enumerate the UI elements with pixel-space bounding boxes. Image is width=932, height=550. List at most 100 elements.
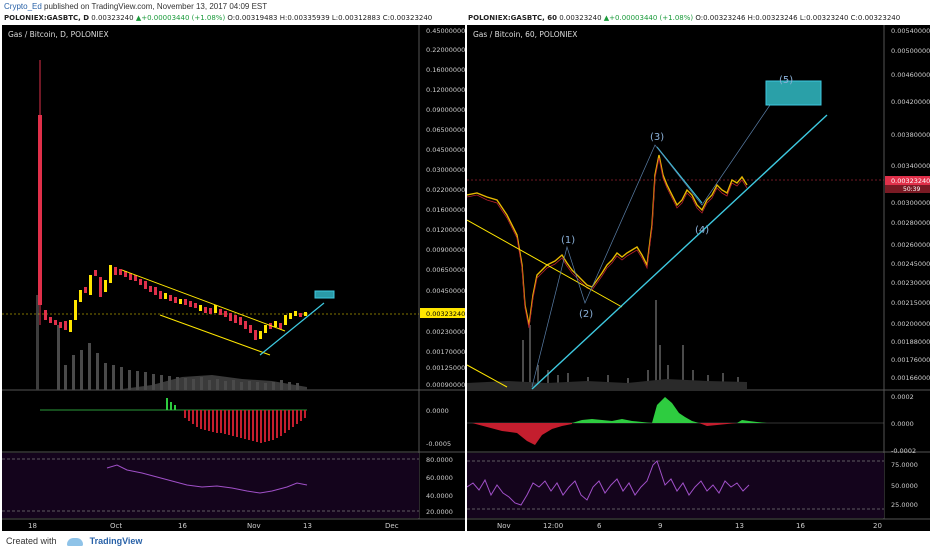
price-series-wicks xyxy=(466,157,748,329)
right-chart-svg[interactable]: Gas / Bitcoin, 60, POLONIEX 0.00540000 0… xyxy=(466,25,930,531)
rsi-band xyxy=(2,453,419,518)
price-tick: 0.00230000 xyxy=(426,328,465,336)
wave-label-1: (1) xyxy=(561,235,575,246)
left-chart-panel[interactable]: Gas / Bitcoin, D, POLONIEX 0.45000000 0.… xyxy=(2,25,465,531)
right-legend: Gas / Bitcoin, 60, POLONIEX xyxy=(473,30,577,39)
right-macd-histogram xyxy=(472,397,767,445)
tradingview-logo-icon[interactable] xyxy=(67,537,84,546)
wave-label-4: (4) xyxy=(695,225,709,236)
trend-line[interactable] xyxy=(531,114,828,390)
price-tick: 0.00450000 xyxy=(426,287,465,295)
left-price-axis[interactable]: 0.45000000 0.22000000 0.16000000 0.12000… xyxy=(420,27,465,389)
price-tick: 0.01200000 xyxy=(426,226,465,234)
time-tick: 6 xyxy=(597,522,602,530)
time-tick: 13 xyxy=(735,522,744,530)
rsi-tick: 25.0000 xyxy=(891,501,918,509)
price-tick: 0.00300000 xyxy=(891,199,930,207)
price-series xyxy=(466,154,748,326)
wave-label-2: (2) xyxy=(579,309,593,320)
publish-info: published on TradingView.com, November 1… xyxy=(44,2,268,11)
channel-line[interactable] xyxy=(466,219,623,308)
price-tick: 0.01600000 xyxy=(426,206,465,214)
left-last: 0.00323240 xyxy=(91,14,134,22)
left-ohlc-header: POLONIEX:GASBTC, D 0.00323240 ▲+0.000034… xyxy=(4,13,432,24)
up-arrow-icon: ▲ xyxy=(135,14,142,22)
time-tick: 18 xyxy=(28,522,37,530)
rsi-tick: 40.0000 xyxy=(426,492,453,500)
left-chart-svg[interactable]: Gas / Bitcoin, D, POLONIEX 0.45000000 0.… xyxy=(2,25,465,531)
target-box[interactable] xyxy=(765,80,822,106)
time-tick: 12:00 xyxy=(543,522,563,530)
macd-tick: 0.0000 xyxy=(426,407,449,415)
target-box[interactable] xyxy=(314,290,335,299)
last-price-badge xyxy=(885,176,930,185)
rsi-tick: 60.0000 xyxy=(426,474,453,482)
author-link[interactable]: Crypto_Ed xyxy=(4,2,42,11)
countdown-label: 50:39 xyxy=(903,186,920,193)
right-chart-panel[interactable]: Gas / Bitcoin, 60, POLONIEX 0.00540000 0… xyxy=(466,25,930,531)
countdown-badge xyxy=(885,185,930,193)
footer-bar: Created with TradingView xyxy=(0,533,932,550)
price-tick: 0.02200000 xyxy=(426,186,465,194)
price-tick: 0.04500000 xyxy=(426,146,465,154)
left-volume xyxy=(36,295,307,390)
rsi-tick: 20.0000 xyxy=(426,508,453,516)
up-arrow-icon: ▲ xyxy=(603,14,610,22)
tradingview-link[interactable]: TradingView xyxy=(89,536,143,546)
left-low: L:0.00312883 xyxy=(331,14,381,22)
last-price-label: 0.00323240 xyxy=(426,310,465,318)
wave-label-5: (5) xyxy=(779,75,793,86)
created-with-label: Created with xyxy=(6,536,57,546)
macd-tick: -0.0005 xyxy=(426,440,451,448)
price-tick: 0.00176000 xyxy=(891,356,930,364)
time-tick: 20 xyxy=(873,522,882,530)
price-tick: 0.00900000 xyxy=(426,246,465,254)
price-tick: 0.00460000 xyxy=(891,71,930,79)
wave-labels: (1) (2) (3) (4) (5) xyxy=(561,75,793,320)
price-tick: 0.22000000 xyxy=(426,46,465,54)
macd-tick: 0.0002 xyxy=(891,393,914,401)
channel-line[interactable] xyxy=(466,364,508,388)
time-tick: 13 xyxy=(303,522,312,530)
rsi-tick: 75.0000 xyxy=(891,461,918,469)
price-tick: 0.00215000 xyxy=(891,299,930,307)
channel-bottom-line[interactable] xyxy=(159,314,271,356)
time-tick: Dec xyxy=(385,522,399,530)
macd-tick: -0.0002 xyxy=(891,447,916,455)
last-price-label: 0.00323240 xyxy=(891,177,930,185)
left-time-axis[interactable]: 18 Oct 16 Nov 13 Dec xyxy=(28,522,399,530)
price-tick: 0.00188000 xyxy=(891,338,930,346)
price-tick: 0.00170000 xyxy=(426,348,465,356)
right-last: 0.00323240 xyxy=(559,14,602,22)
price-tick: 0.00500000 xyxy=(891,47,930,55)
channel-top-line[interactable] xyxy=(121,269,286,332)
price-tick: 0.00200000 xyxy=(891,320,930,328)
right-time-axis[interactable]: Nov 12:00 6 9 13 16 20 xyxy=(497,522,882,530)
right-open: O:0.00323246 xyxy=(695,14,746,22)
price-tick: 0.12000000 xyxy=(426,86,465,94)
left-legend: Gas / Bitcoin, D, POLONIEX xyxy=(8,30,109,39)
right-ohlc-header: POLONIEX:GASBTC, 60 0.00323240 ▲+0.00003… xyxy=(468,13,900,24)
time-tick: Nov xyxy=(247,522,261,530)
wedge-line[interactable] xyxy=(656,146,703,204)
right-price-axis[interactable]: 0.00540000 0.00500000 0.00460000 0.00420… xyxy=(885,27,930,382)
right-high: H:0.00323246 xyxy=(747,14,798,22)
rsi-line xyxy=(106,464,308,494)
time-tick: 9 xyxy=(658,522,662,530)
left-macd-histogram xyxy=(166,398,306,443)
left-candles xyxy=(38,60,307,340)
rsi-line xyxy=(466,460,750,506)
price-tick: 0.00650000 xyxy=(426,266,465,274)
trend-line[interactable] xyxy=(259,302,325,356)
price-tick: 0.03000000 xyxy=(426,166,465,174)
price-tick: 0.00280000 xyxy=(891,219,930,227)
price-tick: 0.00380000 xyxy=(891,131,930,139)
time-tick: 16 xyxy=(178,522,187,530)
macd-tick: 0.0000 xyxy=(891,420,914,428)
wave-path xyxy=(531,79,788,388)
left-change: +0.00003440 (+1.08%) xyxy=(141,14,226,22)
publish-bar: Crypto_Ed published on TradingView.com, … xyxy=(0,0,932,13)
last-price-badge xyxy=(420,308,465,318)
left-open: O:0.00319483 xyxy=(227,14,278,22)
wave-label-3: (3) xyxy=(650,132,664,143)
